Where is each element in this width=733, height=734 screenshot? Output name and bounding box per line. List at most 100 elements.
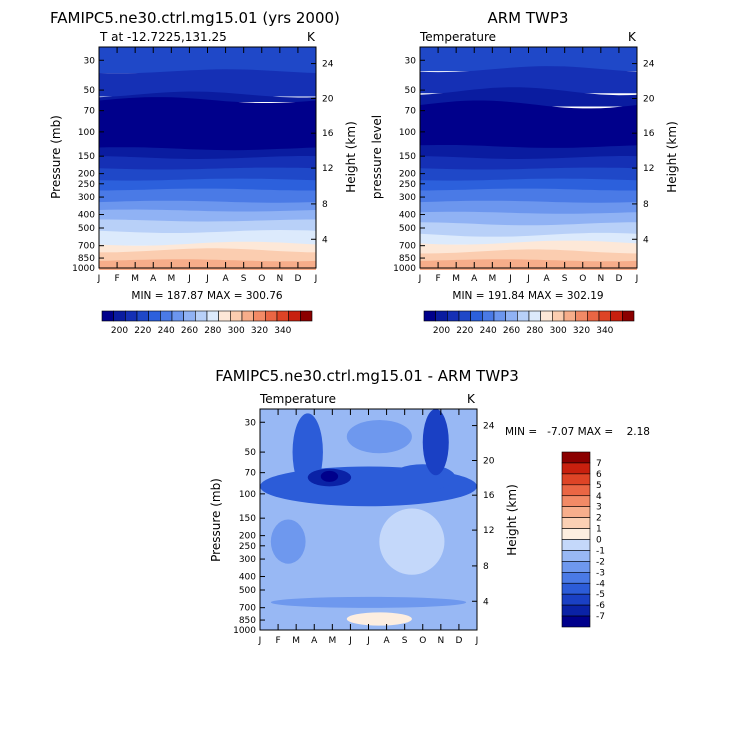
- contour-band: [420, 200, 637, 215]
- y-right-tick-label: 12: [322, 164, 333, 174]
- colorbar-label: 240: [158, 326, 175, 336]
- y-tick-label: 300: [239, 555, 256, 565]
- x-tick-label: J: [348, 636, 352, 646]
- panel3-right-subtitle: K: [467, 392, 476, 406]
- colorbar-label: 1: [596, 525, 602, 535]
- x-tick-label: D: [294, 274, 301, 284]
- x-tick-label: A: [543, 274, 550, 284]
- y-right-tick-label: 24: [322, 60, 334, 70]
- panel3-y-axis-label: Pressure (mb): [209, 478, 223, 562]
- x-tick-label: J: [526, 274, 530, 284]
- contour-band: [420, 145, 637, 160]
- y-right-tick-label: 24: [643, 60, 655, 70]
- panel3-title: FAMIPC5.ne30.ctrl.mg15.01 - ARM TWP3: [215, 367, 519, 385]
- y-tick-label: 1000: [72, 264, 95, 274]
- y-tick-label: 70: [245, 469, 257, 479]
- colorbar-label: 240: [480, 326, 497, 336]
- colorbar-label: -7: [596, 612, 605, 622]
- panel3-min-max: MIN = -7.07 MAX = 2.18: [505, 426, 650, 438]
- contour-band: [99, 188, 316, 204]
- colorbar-box: [265, 310, 278, 322]
- y-tick-label: 50: [84, 86, 96, 96]
- colorbar-box: [561, 615, 591, 628]
- contour-band: [420, 211, 637, 226]
- colorbar-label: 300: [228, 326, 245, 336]
- colorbar-label: -5: [596, 590, 605, 600]
- contour-band: [99, 167, 316, 182]
- panel1-left-subtitle: T at -12.7225,131.25: [99, 30, 227, 44]
- contour-band: [420, 167, 637, 182]
- x-tick-label: J: [187, 274, 191, 284]
- colorbar-box: [561, 593, 591, 606]
- panel3-y-ticks-right: 24 20 16 12 8 4: [472, 422, 495, 607]
- colorbar-box: [300, 310, 313, 322]
- y-tick-label: 400: [239, 573, 256, 583]
- colorbar-label: 0: [596, 536, 602, 546]
- colorbar-box: [206, 310, 219, 322]
- contour-band: [99, 156, 316, 171]
- colorbar-label: 220: [134, 326, 151, 336]
- contour-band: [420, 178, 637, 192]
- colorbar-label: 320: [251, 326, 268, 336]
- panel1-y-axis-label-right: Height (km): [344, 121, 358, 192]
- y-right-tick-label: 16: [643, 129, 655, 139]
- contour-band: [420, 100, 637, 149]
- colorbar-label: 280: [204, 326, 221, 336]
- colorbar-box: [561, 473, 591, 486]
- colorbar-label: 260: [503, 326, 520, 336]
- contour-region: [422, 409, 449, 476]
- panel-difference: FAMIPC5.ne30.ctrl.mg15.01 - ARM TWP3 Tem…: [209, 367, 650, 646]
- colorbar-box: [587, 310, 600, 322]
- colorbar-label: 200: [433, 326, 450, 336]
- colorbar-box: [561, 582, 591, 595]
- x-tick-label: A: [222, 274, 229, 284]
- contour-band: [99, 47, 316, 74]
- y-tick-label: 850: [239, 616, 256, 626]
- colorbar-box: [561, 572, 591, 584]
- y-tick-label: 150: [78, 152, 95, 162]
- y-right-tick-label: 8: [483, 562, 489, 572]
- x-tick-label: F: [275, 636, 280, 646]
- panel3-left-subtitle: Temperature: [259, 392, 336, 406]
- contour-band: [420, 66, 637, 94]
- x-tick-label: J: [205, 274, 209, 284]
- contour-band: [99, 97, 316, 151]
- panel1-min-max: MIN = 187.87 MAX = 300.76: [131, 290, 283, 302]
- y-right-tick-label: 20: [483, 456, 495, 466]
- x-tick-label: J: [258, 636, 262, 646]
- colorbar-box: [241, 310, 254, 322]
- colorbar-label: -6: [596, 601, 605, 611]
- panel2-title: ARM TWP3: [488, 9, 569, 27]
- panel1-colorbar: 200 220 240 260 280 300 320 340: [101, 310, 313, 336]
- y-right-tick-label: 16: [483, 491, 495, 501]
- colorbar-label: 200: [111, 326, 128, 336]
- x-tick-label: N: [276, 274, 283, 284]
- y-tick-label: 100: [239, 490, 256, 500]
- colorbar-box: [253, 310, 266, 322]
- y-right-tick-label: 20: [643, 94, 655, 104]
- colorbar-box: [423, 310, 436, 322]
- y-right-tick-label: 8: [643, 200, 649, 210]
- panel3-y-axis-label-right: Height (km): [505, 484, 519, 555]
- contour-band: [99, 178, 316, 192]
- y-tick-label: 70: [84, 107, 96, 117]
- x-tick-label: D: [615, 274, 622, 284]
- x-tick-label: J: [475, 636, 479, 646]
- panel1-y-axis-label: Pressure (mb): [49, 115, 63, 199]
- colorbar-label: 320: [573, 326, 590, 336]
- contour-band: [420, 249, 637, 263]
- y-tick-label: 150: [399, 152, 416, 162]
- x-tick-label: J: [635, 274, 639, 284]
- x-tick-label: F: [114, 274, 119, 284]
- y-tick-label: 30: [245, 418, 257, 428]
- colorbar-box: [561, 539, 591, 551]
- colorbar-label: -4: [596, 579, 605, 589]
- colorbar-label: 280: [526, 326, 543, 336]
- contour-band: [99, 230, 316, 246]
- colorbar-box: [470, 310, 483, 322]
- colorbar-label: 340: [596, 326, 613, 336]
- y-tick-label: 100: [78, 128, 95, 138]
- x-tick-label: O: [419, 636, 426, 646]
